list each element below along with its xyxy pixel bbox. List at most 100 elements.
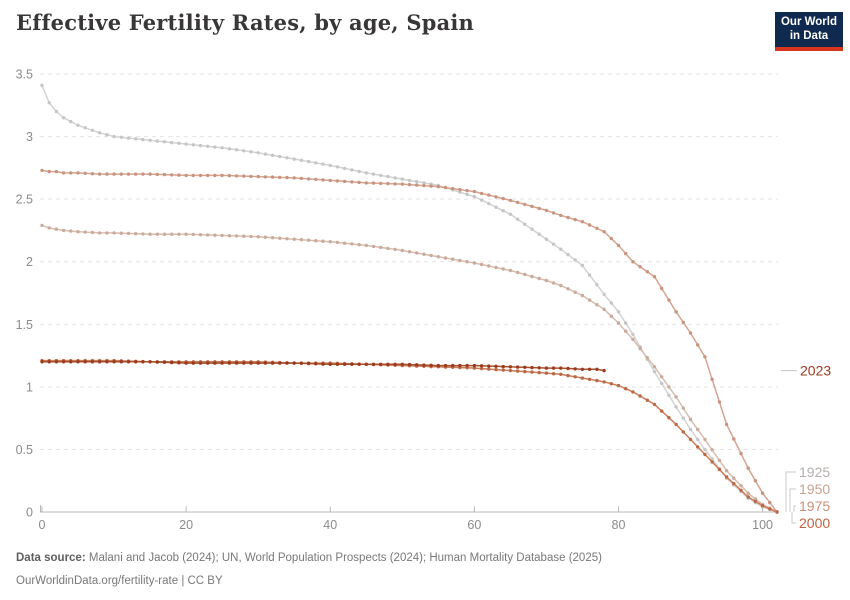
end-label-2000[interactable]: 2000 bbox=[799, 515, 830, 531]
series-dot-2023 bbox=[501, 364, 505, 369]
series-dot-1975 bbox=[609, 236, 613, 241]
series-dot-1925 bbox=[652, 370, 657, 374]
y-tick-label-0.5: 0.5 bbox=[16, 443, 33, 457]
series-dot-2023 bbox=[371, 362, 376, 366]
end-label-1950[interactable]: 1950 bbox=[799, 481, 830, 497]
series-dot-1975 bbox=[47, 169, 51, 174]
series-dot-1950 bbox=[278, 236, 282, 240]
series-dot-1950 bbox=[342, 241, 347, 245]
series-dot-1950 bbox=[551, 281, 556, 285]
series-dot-2000 bbox=[631, 390, 635, 394]
series-dot-1950 bbox=[429, 253, 433, 258]
series-line-1975[interactable] bbox=[41, 169, 778, 513]
series-dot-1950 bbox=[54, 227, 59, 231]
series-dot-1950 bbox=[537, 276, 541, 281]
series-dot-1950 bbox=[148, 232, 152, 236]
series-dot-2023 bbox=[407, 362, 412, 367]
series-dot-1925 bbox=[328, 163, 332, 168]
series-dot-1950 bbox=[573, 290, 577, 294]
series-dot-1950 bbox=[688, 417, 693, 422]
series-dot-1950 bbox=[321, 239, 325, 243]
series-dot-1975 bbox=[61, 171, 66, 175]
series-dot-1975 bbox=[407, 182, 412, 187]
series-dot-1925 bbox=[61, 116, 66, 120]
series-dot-2000 bbox=[602, 380, 606, 384]
series-line-1925[interactable] bbox=[41, 85, 778, 513]
series-dot-1925 bbox=[523, 222, 527, 226]
series-dot-1925 bbox=[364, 171, 368, 175]
series-dot-1925 bbox=[148, 138, 152, 142]
series-dot-1975 bbox=[76, 171, 80, 175]
series-dot-1950 bbox=[105, 231, 109, 235]
series-dot-1975 bbox=[753, 479, 758, 483]
series-dot-1975 bbox=[134, 172, 138, 176]
series-dot-1925 bbox=[299, 158, 304, 162]
series-dot-1925 bbox=[249, 150, 253, 154]
series-dot-1975 bbox=[342, 179, 347, 184]
series-dot-1950 bbox=[443, 256, 448, 260]
series-dot-1950 bbox=[371, 244, 376, 249]
series-dot-2000 bbox=[580, 376, 585, 380]
series-dot-1925 bbox=[263, 152, 268, 156]
series-dot-1975 bbox=[263, 175, 268, 179]
series-dot-1925 bbox=[227, 147, 232, 151]
series-dot-2023 bbox=[465, 363, 469, 368]
series-dot-1925 bbox=[306, 159, 311, 164]
series-dot-2000 bbox=[537, 370, 541, 375]
series-dot-2023 bbox=[263, 361, 268, 365]
owid-link[interactable]: OurWorldinData.org/fertility-rate | CC B… bbox=[16, 575, 223, 587]
series-dot-1950 bbox=[515, 270, 520, 275]
series-dot-2023 bbox=[256, 361, 260, 365]
series-dot-1975 bbox=[451, 186, 455, 191]
series-dot-1950 bbox=[69, 229, 73, 233]
series-dot-2023 bbox=[551, 366, 556, 370]
series-dot-2023 bbox=[213, 361, 217, 365]
series-dot-2023 bbox=[292, 361, 296, 365]
series-dot-2023 bbox=[530, 365, 534, 370]
series-dot-2023 bbox=[342, 362, 347, 366]
series-dot-1950 bbox=[501, 267, 505, 271]
series-dot-1925 bbox=[213, 145, 217, 149]
series-dot-1925 bbox=[256, 151, 260, 155]
series-dot-1975 bbox=[328, 178, 332, 183]
series-dot-1925 bbox=[515, 217, 520, 221]
series-dot-1975 bbox=[335, 179, 340, 183]
x-tick-label-20: 20 bbox=[179, 518, 193, 532]
end-label-2023[interactable]: 2023 bbox=[800, 363, 831, 379]
y-tick-label-1.5: 1.5 bbox=[16, 318, 33, 332]
end-label-1975[interactable]: 1975 bbox=[799, 498, 830, 514]
series-dot-1925 bbox=[335, 165, 340, 169]
series-dot-1950 bbox=[407, 250, 412, 254]
series-dot-1925 bbox=[667, 393, 671, 397]
series-dot-1925 bbox=[674, 405, 678, 409]
series-dot-1925 bbox=[559, 247, 563, 251]
series-dot-2023 bbox=[76, 360, 80, 364]
series-dot-1925 bbox=[566, 252, 570, 257]
series-dot-1975 bbox=[393, 182, 397, 186]
y-tick-label-2: 2 bbox=[26, 255, 33, 269]
series-dot-1975 bbox=[530, 204, 534, 209]
end-label-1925[interactable]: 1925 bbox=[799, 464, 830, 480]
series-dot-1975 bbox=[198, 173, 203, 178]
series-dot-1950 bbox=[350, 242, 354, 246]
series-dot-1925 bbox=[170, 140, 174, 145]
series-dot-1925 bbox=[270, 153, 275, 157]
series-dot-1975 bbox=[559, 213, 563, 218]
series-dot-1975 bbox=[760, 491, 765, 495]
series-dot-1975 bbox=[624, 251, 628, 256]
series-dot-1925 bbox=[155, 139, 159, 143]
series-dot-2000 bbox=[732, 481, 736, 486]
series-line-1950[interactable] bbox=[41, 224, 778, 513]
series-dot-1925 bbox=[458, 190, 462, 194]
series-dot-1950 bbox=[126, 231, 131, 236]
series-dot-2000 bbox=[667, 416, 671, 420]
series-dot-1975 bbox=[494, 195, 498, 199]
series-dot-1975 bbox=[314, 177, 318, 182]
series-dot-1975 bbox=[544, 208, 549, 213]
series-dot-1950 bbox=[141, 232, 145, 236]
series-dot-1975 bbox=[242, 174, 246, 178]
series-dot-2023 bbox=[335, 362, 340, 366]
series-dot-1950 bbox=[609, 314, 613, 318]
series-dot-2000 bbox=[753, 499, 758, 504]
